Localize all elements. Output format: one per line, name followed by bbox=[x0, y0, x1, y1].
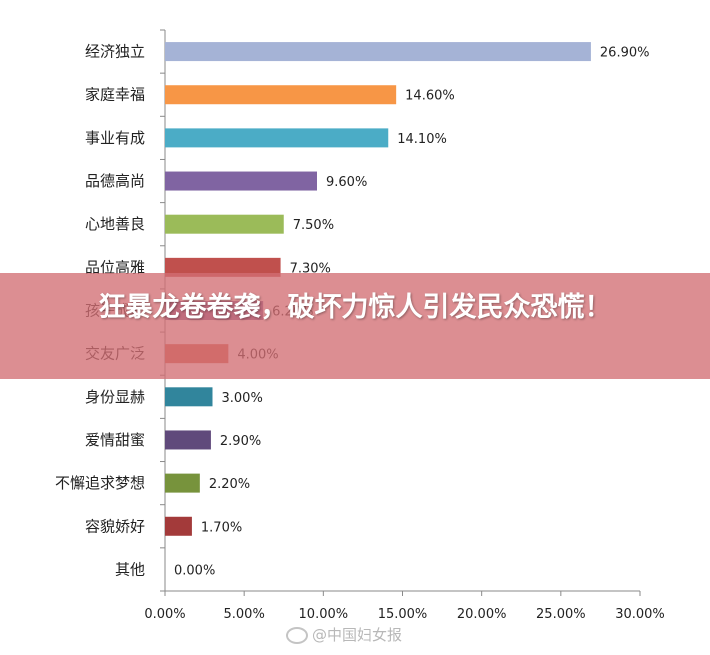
bar bbox=[165, 257, 281, 277]
value-label: 1.70% bbox=[201, 520, 242, 535]
x-tick-label: 0.00% bbox=[144, 607, 185, 622]
value-label: 3.00% bbox=[222, 391, 263, 406]
watermark: @中国妇女报 bbox=[286, 624, 402, 645]
bars bbox=[165, 42, 591, 536]
bar bbox=[165, 171, 317, 191]
x-tick-label: 25.00% bbox=[536, 607, 586, 622]
headline-banner bbox=[0, 273, 710, 379]
category-label: 爱情甜蜜 bbox=[85, 431, 145, 449]
watermark-text: @中国妇女报 bbox=[312, 626, 403, 644]
x-tick-label: 5.00% bbox=[224, 607, 265, 622]
bar bbox=[165, 42, 591, 62]
category-label: 家庭幸福 bbox=[85, 86, 145, 104]
bar bbox=[165, 214, 284, 234]
bar bbox=[165, 85, 397, 105]
value-label: 0.00% bbox=[174, 563, 215, 578]
category-label: 不懈追求梦想 bbox=[55, 474, 145, 492]
x-tick-label: 20.00% bbox=[457, 607, 507, 622]
value-label: 2.20% bbox=[209, 477, 250, 492]
x-tick-label: 10.00% bbox=[299, 607, 349, 622]
category-label: 品位高雅 bbox=[85, 258, 145, 276]
value-label: 14.60% bbox=[405, 89, 455, 104]
value-label: 2.90% bbox=[220, 434, 261, 449]
bar bbox=[165, 387, 213, 407]
x-tick-label: 15.00% bbox=[378, 607, 428, 622]
bar bbox=[165, 516, 192, 536]
bar bbox=[165, 128, 389, 148]
category-label: 经济独立 bbox=[85, 43, 145, 61]
x-tick-label: 30.00% bbox=[615, 607, 665, 622]
value-label: 14.10% bbox=[397, 132, 447, 147]
value-label: 7.30% bbox=[290, 261, 331, 276]
bar bbox=[165, 430, 211, 450]
category-label: 容貌娇好 bbox=[85, 517, 145, 535]
category-label: 事业有成 bbox=[85, 129, 145, 147]
value-label: 9.60% bbox=[326, 175, 367, 190]
category-label: 品德高尚 bbox=[85, 172, 145, 190]
category-label: 其他 bbox=[115, 560, 145, 578]
headline-text: 狂暴龙卷卷袭，破坏力惊人引发民众恐慌！ bbox=[98, 292, 612, 323]
category-label: 身份显赫 bbox=[85, 388, 145, 406]
value-label: 7.50% bbox=[293, 218, 334, 233]
x-tick-labels: 0.00% 5.00% 10.00% 15.00% 20.00% 25.00% 30.00% bbox=[144, 607, 664, 622]
category-label: 心地善良 bbox=[85, 215, 145, 233]
bar bbox=[165, 473, 200, 493]
value-label: 26.90% bbox=[600, 46, 650, 61]
weibo-icon bbox=[286, 627, 308, 644]
